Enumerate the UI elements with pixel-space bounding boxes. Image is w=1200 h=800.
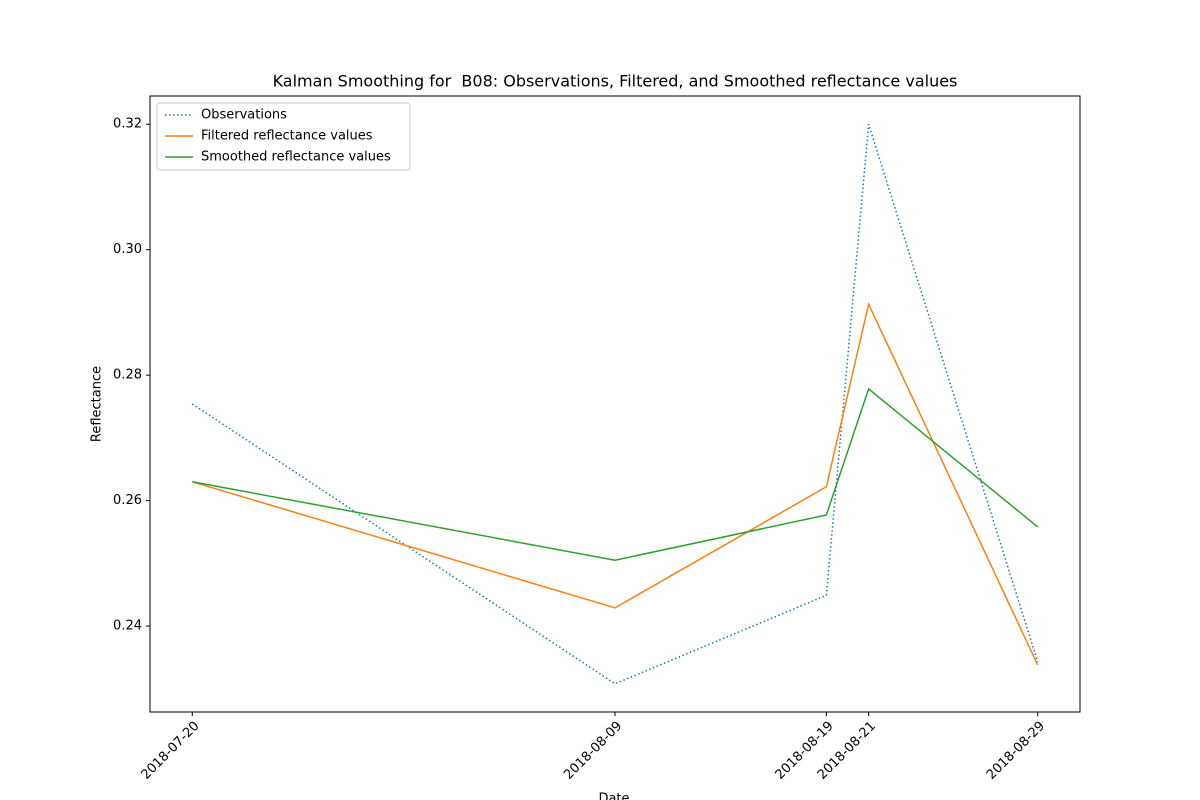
legend-label: Smoothed reflectance values xyxy=(201,150,391,165)
chart-title: Kalman Smoothing for B08: Observations, … xyxy=(273,72,958,91)
legend-label: Observations xyxy=(201,108,287,123)
y-axis-label: Reflectance xyxy=(90,366,105,442)
x-axis-label: Date xyxy=(598,792,629,800)
legend: Observations Filtered reflectance values S… xyxy=(156,102,411,171)
x-tick-label: 2018-07-20 xyxy=(139,719,203,783)
y-tick-label: 0.26 xyxy=(113,493,142,508)
plot-frame xyxy=(149,95,1081,713)
series-line xyxy=(191,124,1039,685)
x-tick-label: 2018-08-09 xyxy=(561,719,625,783)
y-tick-label: 0.30 xyxy=(113,242,142,257)
y-tick-label: 0.32 xyxy=(113,117,142,132)
series-line xyxy=(192,387,1039,561)
y-tick-label: 0.24 xyxy=(113,619,142,634)
x-tick-label: 2018-08-29 xyxy=(984,719,1048,783)
legend-label: Filtered reflectance values xyxy=(201,129,373,144)
y-tick-label: 0.28 xyxy=(113,368,142,383)
series-line xyxy=(192,301,1039,666)
legend-box xyxy=(156,102,411,171)
